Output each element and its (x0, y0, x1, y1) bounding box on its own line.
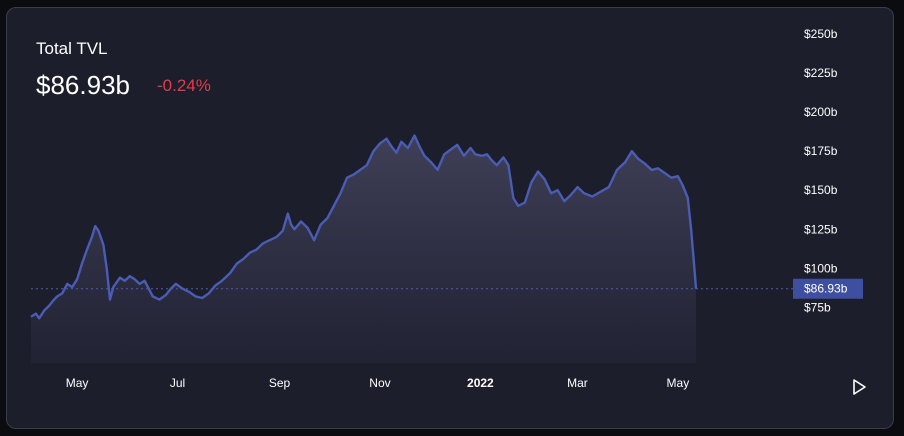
tvl-change-percent: -0.24% (157, 76, 211, 95)
tvl-area-fill (31, 135, 696, 363)
current-value-label-bg (793, 278, 863, 299)
current-tvl-value: $86.93b (36, 70, 130, 100)
tvl-chart-card: Total TVL $86.93b -0.24% $75b $100b $125b $… (6, 7, 894, 429)
y-tick-label: $250b (804, 27, 838, 41)
tvl-area-chart[interactable]: $75b $100b $125b $150b $175b $200b $225b $250b $… (7, 8, 893, 428)
y-tick-label: $75b (804, 300, 831, 314)
current-value-label-text: $86.93b (804, 282, 848, 296)
y-tick-label: $200b (804, 105, 838, 119)
x-tick-label: May (667, 376, 690, 390)
play-icon[interactable] (849, 377, 869, 397)
y-tick-label: $125b (804, 222, 838, 236)
x-tick-label: 2022 (467, 376, 494, 390)
y-tick-label: $175b (804, 144, 838, 158)
current-value-label: $86.93b (793, 278, 863, 299)
chart-title: Total TVL (36, 39, 108, 58)
y-tick-label: $100b (804, 261, 838, 275)
x-tick-label: Nov (369, 376, 390, 390)
y-tick-label: $225b (804, 66, 838, 80)
x-tick-label: May (66, 376, 89, 390)
x-tick-label: Mar (567, 376, 588, 390)
x-tick-label: Sep (269, 376, 291, 390)
y-tick-label: $150b (804, 183, 838, 197)
x-tick-label: Jul (170, 376, 185, 390)
tvl-series-line (30, 134, 698, 320)
